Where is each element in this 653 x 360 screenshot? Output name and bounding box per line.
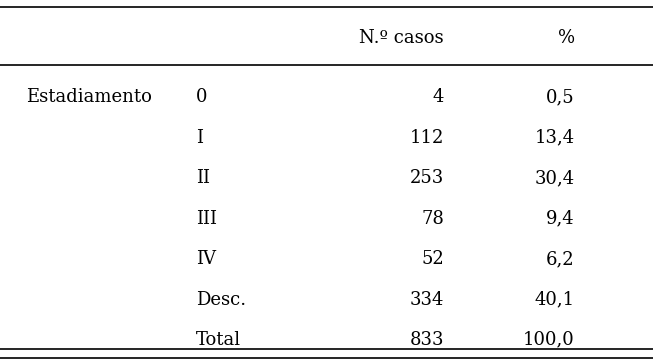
Text: 30,4: 30,4 [535,169,575,187]
Text: 6,2: 6,2 [546,250,575,268]
Text: 78: 78 [421,210,444,228]
Text: 40,1: 40,1 [535,291,575,309]
Text: 100,0: 100,0 [523,331,575,349]
Text: II: II [196,169,210,187]
Text: N.º casos: N.º casos [359,29,444,47]
Text: I: I [196,129,203,147]
Text: 833: 833 [409,331,444,349]
Text: 0: 0 [196,88,208,106]
Text: 4: 4 [433,88,444,106]
Text: Total: Total [196,331,241,349]
Text: III: III [196,210,217,228]
Text: IV: IV [196,250,216,268]
Text: 0,5: 0,5 [546,88,575,106]
Text: Estadiamento: Estadiamento [26,88,152,106]
Text: 112: 112 [409,129,444,147]
Text: Desc.: Desc. [196,291,246,309]
Text: 9,4: 9,4 [546,210,575,228]
Text: 334: 334 [409,291,444,309]
Text: 253: 253 [410,169,444,187]
Text: 52: 52 [421,250,444,268]
Text: 13,4: 13,4 [535,129,575,147]
Text: %: % [558,29,575,47]
